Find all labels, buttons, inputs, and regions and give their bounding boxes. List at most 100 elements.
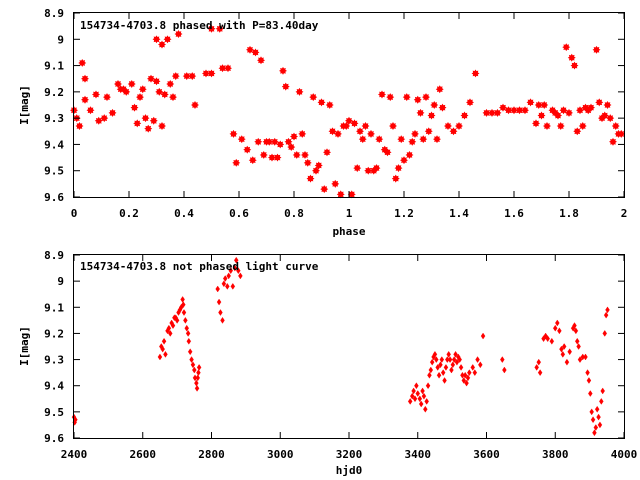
unphased-data-point [536,358,541,366]
unphased-data-point [429,358,435,366]
phased-data-point [433,135,441,144]
phased-data-point [611,122,620,131]
unphased-data-point [534,364,539,371]
phased-data-point [270,137,279,146]
phased-y-tick-label: 9.4 [44,138,64,151]
unphased-data-point [196,369,201,377]
phased-data-point [567,53,576,62]
unphased-x-tick-label: 3800 [542,448,569,461]
phased-data-point [273,153,282,162]
phased-data-point [411,129,419,138]
phased-data-point [259,150,268,159]
unphased-y-tick-label: 9.2 [44,327,64,340]
phased-data-point [543,122,551,131]
unphased-data-point [472,369,478,377]
phased-data-point [182,72,191,81]
phased-data-point [331,179,340,188]
phased-x-tick-label: 1.6 [504,207,524,220]
unphased-plot-frame [73,254,625,439]
unphased-y-tick-label: 9.6 [44,432,64,445]
unphased-data-point [575,337,580,345]
phased-x-tick-label: 2 [621,207,628,220]
phased-data-point [81,74,89,83]
phased-data-point [427,111,436,120]
phased-x-axis-title: phase [332,225,365,238]
phased-data-point [103,93,111,102]
unphased-data-point [470,364,475,371]
phased-data-point [609,137,617,146]
phased-x-tick-label: 0.4 [174,207,194,220]
unphased-data-point [228,267,233,275]
phased-data-point [515,106,524,115]
unphased-data-point [195,374,200,382]
unphased-data-point [410,392,415,400]
phased-data-point [493,108,502,117]
phased-data-point [367,129,375,138]
unphased-data-point [596,413,601,421]
phased-data-point [400,156,408,165]
phased-data-point [303,158,312,167]
phased-data-point [320,185,329,194]
phased-data-point [163,35,172,44]
unphased-y-tick-label: 9.4 [44,380,64,393]
phased-data-point [554,111,562,120]
unphased-data-point [432,350,438,358]
phased-data-point [587,103,595,112]
phased-data-point [356,127,364,136]
phased-data-point [438,103,447,112]
phased-data-point [284,137,293,146]
unphased-data-point [166,324,172,332]
phased-data-point [402,93,411,102]
phased-data-point [526,98,535,107]
phased-data-point [207,69,216,78]
unphased-data-point [221,280,227,288]
unphased-data-point [236,267,241,275]
unphased-data-point [576,343,581,350]
unphased-data-point [407,398,413,405]
unphased-data-marks [71,256,610,437]
unphased-data-point [223,275,228,282]
unphased-data-point [451,356,457,363]
unphased-data-point [586,377,592,384]
unphased-data-point [449,366,454,374]
unphased-data-point [216,298,222,306]
unphased-data-point [464,379,469,387]
unphased-data-point [590,416,596,424]
phased-data-point [155,87,164,96]
unphased-data-point [447,356,453,363]
unphased-x-tick-label: 4000 [611,448,638,461]
phased-data-point [81,95,89,104]
phased-data-point [309,93,318,102]
unphased-data-point [443,364,449,371]
phased-data-point [287,143,296,152]
phased-data-point [86,106,95,115]
unphased-data-point [181,309,187,316]
phased-data-point [108,108,117,117]
phased-data-point [504,106,513,115]
unphased-data-point [597,421,603,429]
unphased-data-point [190,361,196,369]
phased-data-point [342,122,351,131]
phased-data-point [471,69,480,78]
phased-x-tick-label: 0 [71,207,78,220]
phased-data-point [424,127,433,136]
unphased-y-tick-labels: 8.9 9 9.1 9.2 9.3 9.4 9.5 9.6 [44,249,64,445]
unphased-y-tick-label: 9.1 [44,301,64,314]
phased-data-point [350,119,359,128]
phased-data-point [603,101,612,109]
phased-data-point [455,122,463,131]
phased-data-point [510,106,518,115]
phased-data-point [532,119,540,128]
phased-data-point [246,45,254,54]
unphased-data-point [215,285,220,293]
unphased-data-point [602,330,607,337]
unphased-x-tick-label: 3200 [336,448,363,461]
unphased-data-point [439,356,445,363]
phased-data-point [188,72,197,81]
phased-data-point [488,108,496,117]
unphased-data-point [418,400,424,408]
phased-data-point [573,127,582,136]
phased-x-tick-label: 0.2 [119,207,139,220]
phased-data-point [460,111,469,120]
phased-data-point [383,148,392,157]
